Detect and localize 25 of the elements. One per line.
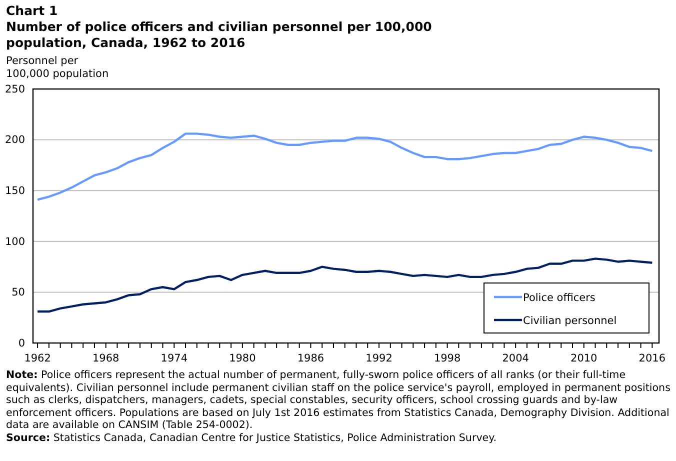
x-tick-label: 1986	[297, 352, 324, 364]
y-tick-label: 0	[18, 337, 25, 350]
x-tick-label: 2016	[638, 352, 666, 364]
y-tick-label: 200	[4, 134, 25, 146]
x-tick-label: 1968	[92, 352, 120, 364]
y-tick-label: 250	[4, 83, 25, 96]
y-tick-label: 100	[4, 236, 25, 248]
x-tick-label: 1980	[229, 352, 256, 364]
y-axis-title: Personnel per 100,000 population	[5, 54, 110, 81]
line-series	[36, 258, 654, 313]
x-tick-label: 1992	[366, 352, 392, 364]
x-tick-label: 2010	[570, 352, 598, 364]
line-series	[36, 132, 654, 201]
x-tick-label: 2004	[502, 352, 530, 364]
y-tick-label: 50	[12, 286, 25, 299]
legend-label: Police officers	[523, 292, 596, 304]
source-note: Source: Statistics Canada, Canadian Centre for Justice Statistics, Police Administration Survey.	[6, 432, 497, 444]
y-tick-label: 150	[4, 184, 25, 197]
chart-subtitle: Number of police officers and civilian personnel per 100,000 population, Canada, 1962 to 2016	[6, 19, 433, 51]
chart-title: Chart 1	[6, 3, 59, 19]
legend-label: Civilian personnel	[523, 315, 617, 327]
text: Note: Police officers represent the actual number of permanent, fully-sworn police officers of all ranks (or their full-time equivalents). Civilian personnel include permanent civilian staff on the police service's payroll, employed in permanent positions such as clerks, dispatchers, managers, cadets, special constables, security officers, school crossing guards and by-law enforcement officers. Populations are based on July 1st 2016 estimates from Statistics Canada, Demography Division. Additional data are available on CANSIM (Table 254-0002).	[6, 369, 670, 432]
x-tick-label: 1998	[434, 352, 461, 364]
x-tick-label: 1974	[160, 352, 188, 364]
x-tick-label: 1962	[24, 352, 51, 364]
